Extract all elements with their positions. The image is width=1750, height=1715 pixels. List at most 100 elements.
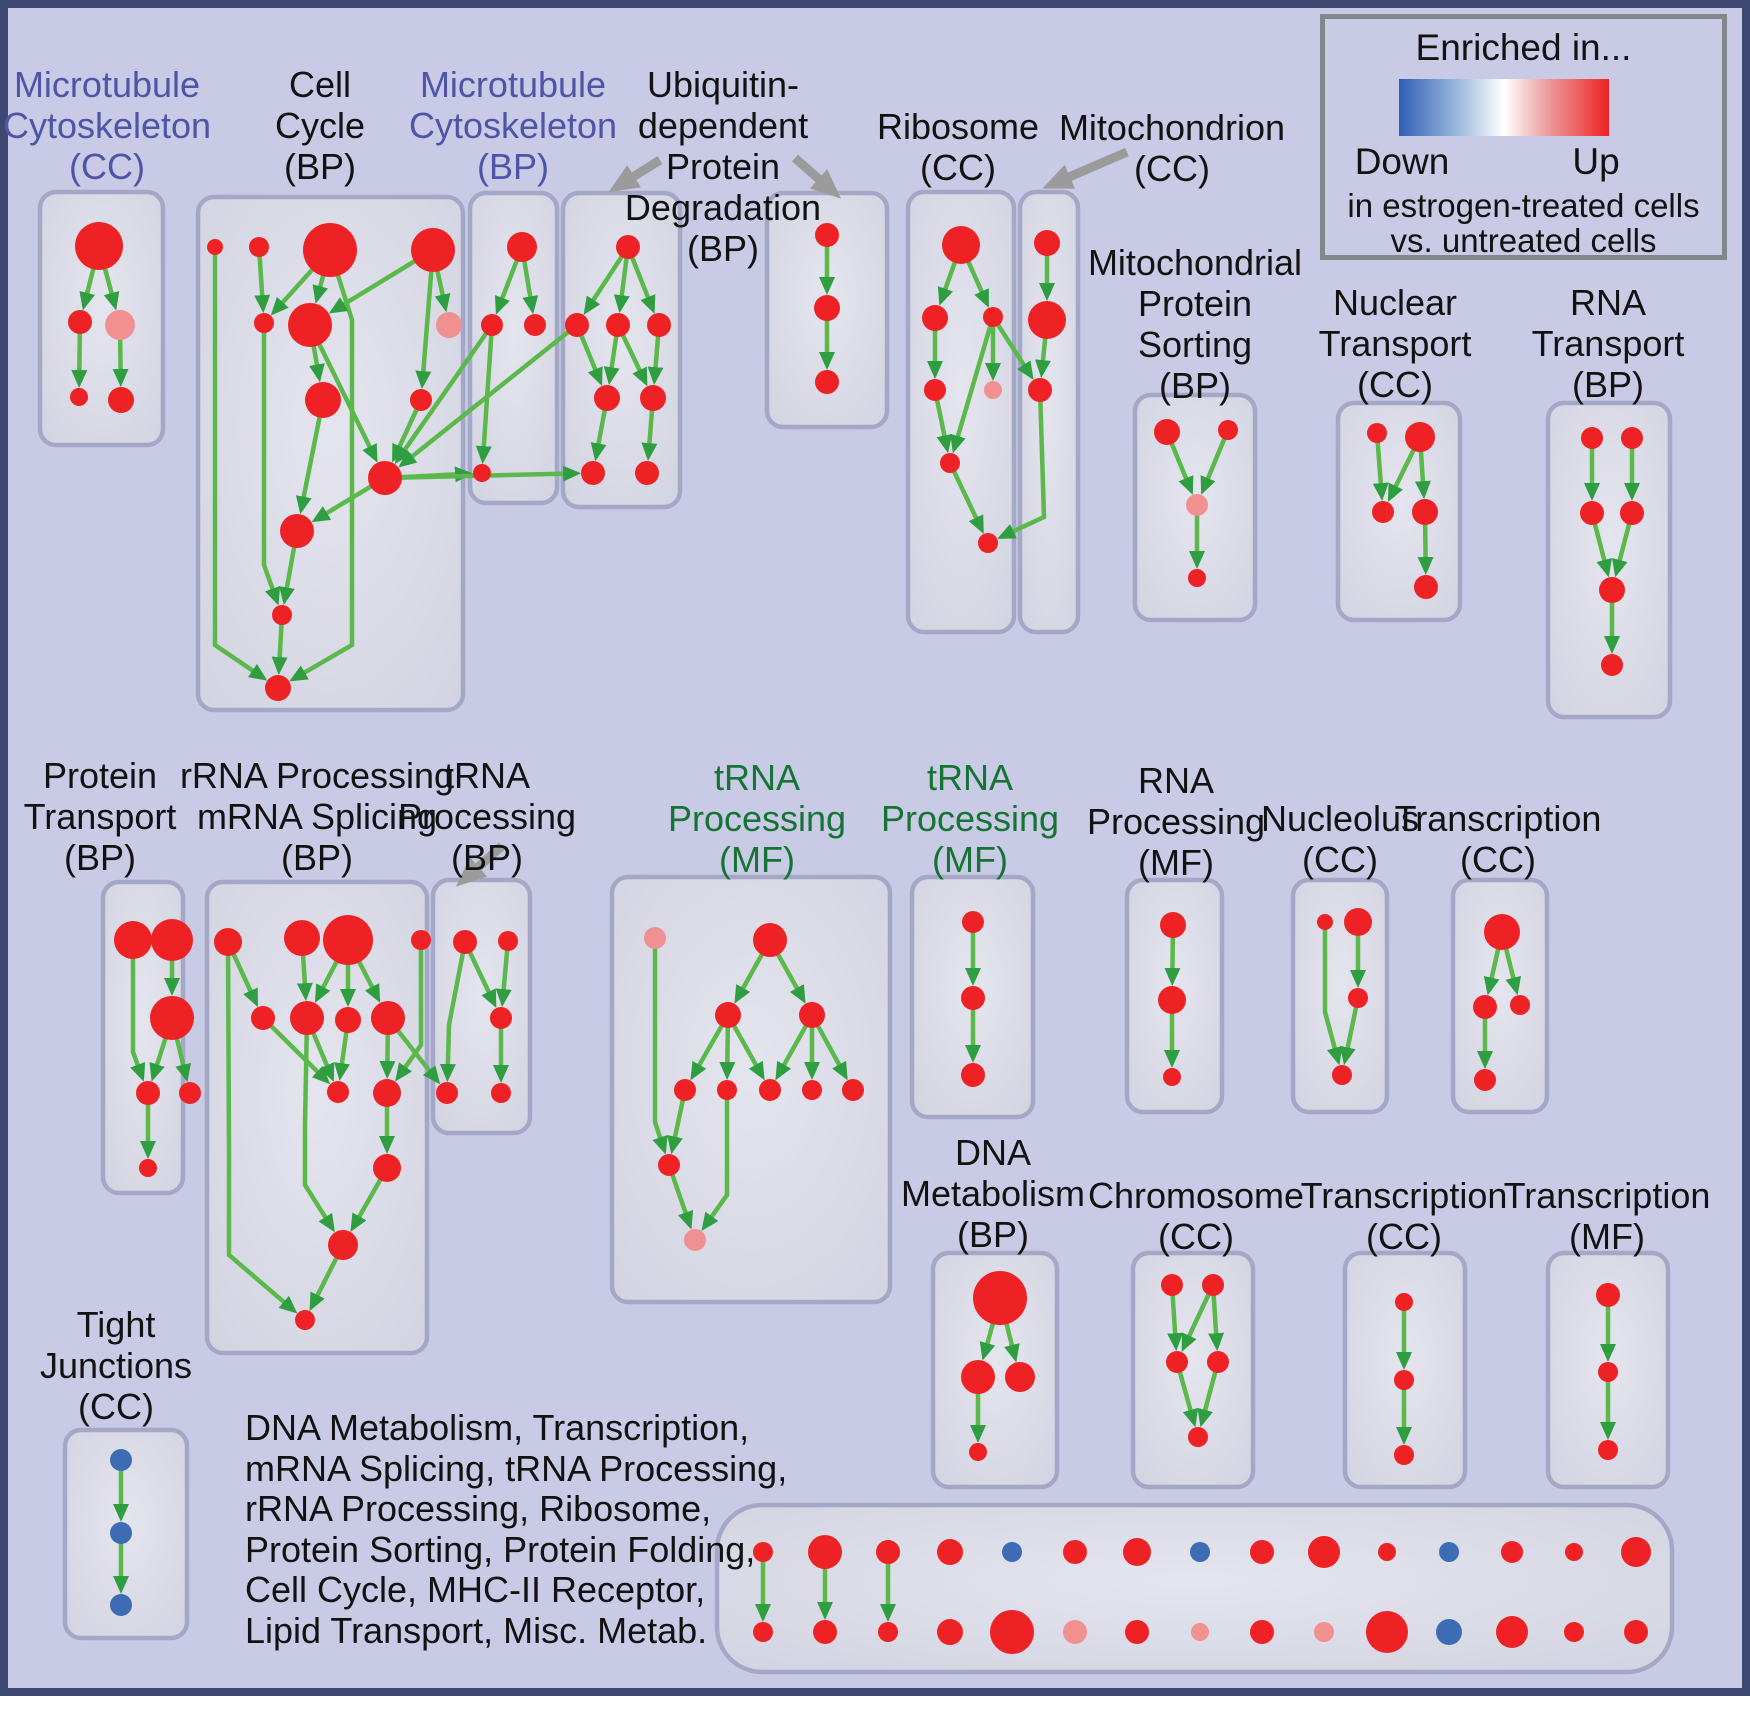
misc-note-line: Cell Cycle, MHC-II Receptor,	[245, 1569, 706, 1610]
go-term-node-protein-transport-bp-p4	[179, 1082, 201, 1104]
edge	[1322, 922, 1343, 1066]
go-term-node-rrna-mrna-bp-g4	[251, 1006, 275, 1030]
edge	[395, 940, 424, 1082]
label-pointer-arrow	[456, 842, 505, 887]
go-term-node-cell-cycle-c4	[254, 313, 274, 333]
go-term-node-microtubule-cc-a1	[68, 310, 92, 334]
go-term-node-transcription-cc-mid-l0	[1484, 914, 1520, 950]
go-term-node-nucleolus-cc-k1	[1344, 908, 1372, 936]
go-term-node-transcription-cc-bot-f2	[1394, 1445, 1414, 1465]
go-term-node-trna-mf-1-h6	[759, 1079, 781, 1101]
go-term-node-tight-junctions-cc-b0	[110, 1449, 132, 1471]
go-term-node-rrna-mrna-bp-g11	[328, 1230, 358, 1260]
go-term-node-mixed-misc-mt13	[1501, 1541, 1523, 1563]
go-term-node-rrna-mrna-bp-g2	[323, 915, 373, 965]
go-term-node-cell-cycle-c5	[288, 303, 332, 347]
go-term-node-mps-bp-s0	[1154, 419, 1180, 445]
go-term-node-trna-mf-1-h4	[674, 1079, 696, 1101]
go-term-node-ubiquitin-bp-u4	[594, 385, 620, 411]
go-term-node-ribosome-cc-r5	[940, 453, 960, 473]
edge	[302, 1017, 335, 1233]
go-term-node-mixed-misc-mb3	[878, 1622, 898, 1642]
go-term-node-trna-mf-1-h7	[802, 1080, 822, 1100]
go-term-node-cell-cycle-c7	[305, 382, 341, 418]
go-term-node-chromosome-cc-e1	[1202, 1274, 1224, 1296]
go-term-node-ubiquitin-bp-u5	[640, 385, 666, 411]
go-term-node-mixed-misc-mt14	[1565, 1543, 1583, 1561]
legend-subtitle-line2: vs. untreated cells	[1390, 222, 1657, 259]
go-term-node-rna-transport-bp-q5	[1601, 654, 1623, 676]
cluster-box-nucleolus-cc	[1290, 877, 1390, 1115]
go-term-node-microtubule-bp-mb3	[473, 464, 491, 482]
go-term-node-mixed-misc-mb15	[1624, 1620, 1648, 1644]
go-term-node-chromosome-cc-e0	[1161, 1274, 1183, 1296]
go-term-node-microtubule-cc-a0	[75, 222, 123, 270]
cluster-box-rrna-mrna-bp	[204, 879, 430, 1356]
legend-up-label: Up	[1572, 141, 1620, 182]
go-term-node-cell-cycle-c0	[207, 239, 223, 255]
label-pointer-arrow	[1042, 147, 1129, 189]
go-term-node-rrna-mrna-bp-g9	[373, 1079, 401, 1107]
legend-title: Enriched in...	[1415, 27, 1632, 68]
edge	[398, 323, 579, 468]
misc-note-line: DNA Metabolism, Transcription,	[245, 1407, 750, 1448]
go-term-node-cell-cycle-c1	[249, 237, 269, 257]
go-term-node-mixed-misc-mt2	[808, 1535, 842, 1569]
go-term-node-transcription-cc-mid-l2	[1510, 995, 1530, 1015]
go-term-node-trna-bp-t1	[498, 931, 518, 951]
go-term-node-rrna-mrna-bp-g10	[373, 1154, 401, 1182]
go-term-node-cell-cycle-c11	[272, 605, 292, 625]
misc-note-line: mRNA Splicing, tRNA Processing,	[245, 1447, 788, 1489]
go-term-node-microtubule-cc-a4	[108, 387, 134, 413]
go-term-node-cell-cycle-c8	[410, 389, 432, 411]
cluster-box-chromosome-cc	[1130, 1250, 1256, 1490]
go-term-node-mitochondrion-cc-m0	[1034, 230, 1060, 256]
go-term-node-trna-mf-1-h0	[644, 927, 666, 949]
go-term-node-cell-cycle-c3	[411, 228, 455, 272]
go-term-node-tight-junctions-cc-b1	[110, 1522, 132, 1544]
cluster-box-transcription-cc-bot	[1342, 1250, 1468, 1490]
edge	[652, 938, 668, 1155]
go-term-node-mixed-misc-mt9	[1250, 1540, 1274, 1564]
go-term-node-mps-bp-s2	[1186, 494, 1208, 516]
go-term-node-trna-mf-1-h9	[658, 1154, 680, 1176]
go-term-node-nuclear-transport-cc-n3	[1412, 499, 1438, 525]
go-term-node-protein-transport-bp-p5	[139, 1159, 157, 1177]
misc-note-line: Protein Sorting, Protein Folding,	[245, 1528, 756, 1570]
edge	[261, 1016, 331, 1085]
go-term-node-transcription-cc-mid-l1	[1473, 995, 1497, 1019]
go-term-node-ribosome-cc-r1	[922, 305, 948, 331]
go-term-node-mixed-misc-mb6	[1063, 1620, 1087, 1644]
go-term-node-rna-transport-bp-q0	[1581, 427, 1603, 449]
go-term-node-rna-transport-bp-q1	[1621, 427, 1643, 449]
cluster-box-protein-transport-bp	[100, 879, 186, 1196]
go-term-node-microtubule-cc-a3	[70, 388, 88, 406]
go-term-node-mixed-misc-mt6	[1063, 1540, 1087, 1564]
go-term-node-protein-transport-bp-p1	[151, 919, 193, 961]
go-term-node-mixed-misc-mb7	[1125, 1620, 1149, 1644]
go-term-node-ubiquitin-bp-u2	[606, 313, 630, 337]
cluster-box-mixed-misc	[714, 1502, 1675, 1675]
go-term-node-rna-transport-bp-q4	[1599, 577, 1625, 603]
go-term-node-mixed-misc-mt12	[1439, 1542, 1459, 1562]
go-term-node-ubiquitin-bp-u7	[635, 461, 659, 485]
go-term-node-transcription-mf-w2	[1598, 1440, 1618, 1460]
go-term-node-transcription-mf-w0	[1596, 1283, 1620, 1307]
legend: Enriched in... Down Up in estrogen-treat…	[1320, 14, 1727, 260]
edge	[261, 323, 281, 606]
go-term-node-microtubule-bp-mb2	[524, 314, 546, 336]
go-term-node-transcription-cc-bot-f1	[1394, 1370, 1414, 1390]
go-term-node-transcription-cc-mid-l3	[1474, 1069, 1496, 1091]
go-term-node-ribosome-cc-r2	[983, 307, 1003, 327]
go-term-node-mixed-misc-mb5	[990, 1610, 1034, 1654]
go-term-node-mixed-misc-mt11	[1378, 1543, 1396, 1561]
go-term-node-ubiquitin-bp-u1	[565, 313, 589, 337]
go-term-node-rrna-mrna-bp-g12	[295, 1310, 315, 1330]
go-term-node-trna-mf-1-h5	[717, 1080, 737, 1100]
go-term-node-mixed-misc-mt3	[876, 1540, 900, 1564]
go-term-node-nucleolus-cc-k0	[1317, 914, 1333, 930]
go-term-node-rna-processing-mf-j2	[1163, 1068, 1181, 1086]
cluster-box-microtubule-bp	[467, 190, 560, 506]
